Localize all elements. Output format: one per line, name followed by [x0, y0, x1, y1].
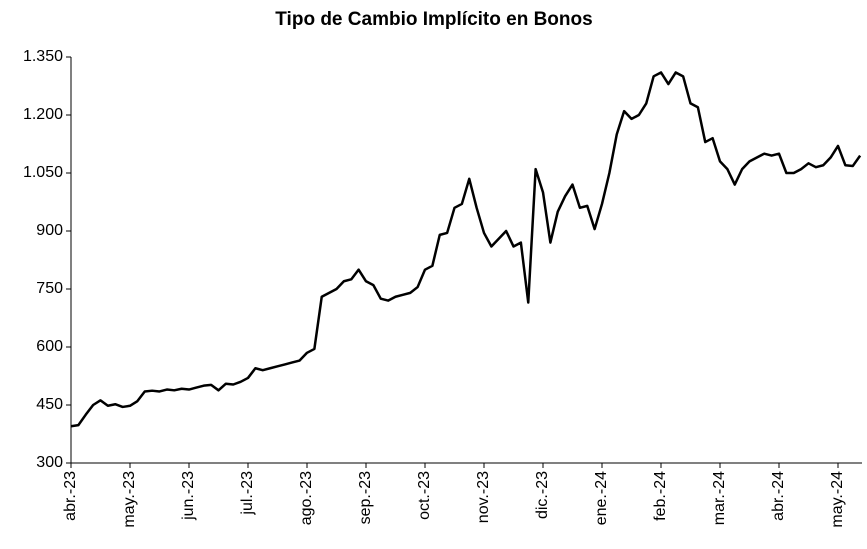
- x-tick-label: may.-23: [121, 471, 138, 528]
- x-tick-label: dic.-23: [534, 471, 551, 519]
- y-tick-label: 450: [36, 396, 63, 413]
- y-tick-label: 1.050: [23, 164, 63, 181]
- y-tick-label: 1.200: [23, 106, 63, 123]
- x-tick-label: abr.-23: [62, 471, 79, 521]
- x-tick-label: jul.-23: [239, 471, 256, 516]
- x-tick-label: may.-24: [829, 471, 846, 528]
- x-tick-label: ago.-23: [298, 471, 315, 525]
- x-tick-label: jun.-23: [180, 471, 197, 521]
- x-tick-label: mar.-24: [711, 471, 728, 525]
- x-tick-label: sep.-23: [357, 471, 374, 524]
- y-tick-label: 900: [36, 222, 63, 239]
- y-tick-label: 600: [36, 338, 63, 355]
- y-tick-label: 300: [36, 454, 63, 471]
- x-tick-label: oct.-23: [416, 471, 433, 520]
- y-tick-label: 750: [36, 280, 63, 297]
- y-tick-label: 1.350: [23, 48, 63, 65]
- x-tick-label: feb.-24: [652, 471, 669, 521]
- x-tick-label: abr.-24: [770, 471, 787, 521]
- x-tick-label: ene.-24: [593, 471, 610, 525]
- x-tick-label: nov.-23: [475, 471, 492, 523]
- chart-title: Tipo de Cambio Implícito en Bonos: [275, 9, 592, 30]
- series-line: [70, 71, 862, 428]
